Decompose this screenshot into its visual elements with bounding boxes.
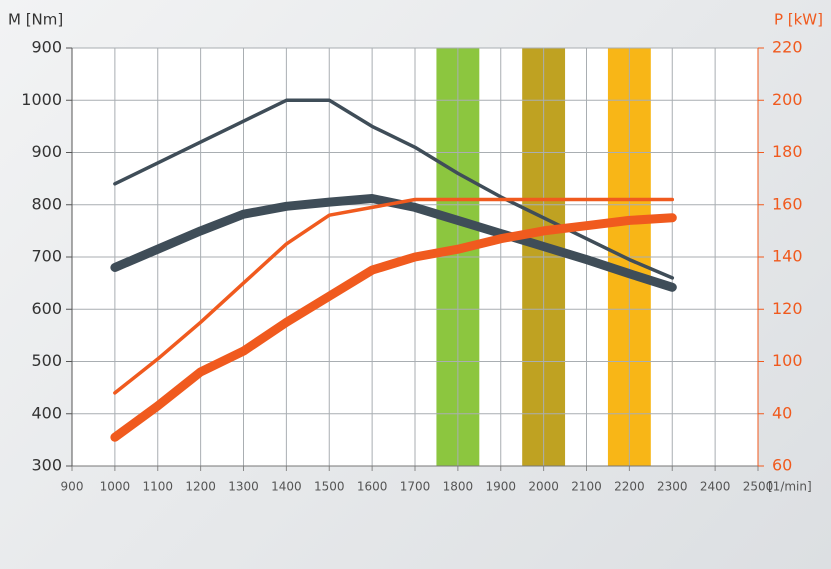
x-tick-label: 1500 [314,480,345,494]
x-tick-label: 2300 [657,480,688,494]
y-tick-label: 300 [31,456,62,475]
line-series [110,213,677,442]
x-tick-label: 2500 [743,480,774,494]
x-tick-label: 2000 [528,480,559,494]
x-tick-label: 1100 [142,480,173,494]
y2-tick-label: 60 [772,456,792,475]
y-tick-label: 800 [31,194,62,213]
x-tick-label: 2100 [571,480,602,494]
y-tick-label: 900 [31,38,62,57]
y2-axis-title: P [kW] [774,11,823,29]
x-tick-label: 1300 [228,480,259,494]
y2-tick-label: 220 [772,38,803,57]
x-tick-label: 2200 [614,480,645,494]
y2-tick-label: 200 [772,90,803,109]
x-axis-title: [1/min] [768,480,812,494]
y2-tick-label: 160 [772,194,803,213]
y-tick-label: 1000 [21,90,62,109]
y2-tick-label: 40 [772,403,792,422]
x-tick-label: 1200 [185,480,216,494]
y-tick-label: 700 [31,247,62,266]
x-tick-label: 1400 [271,480,302,494]
x-tick-label: 1800 [443,480,474,494]
y2-tick-label: 100 [772,351,803,370]
line-series [113,197,675,395]
y-tick-label: 500 [31,351,62,370]
y2-tick-label: 140 [772,247,803,266]
x-tick-label: 900 [61,480,84,494]
y-tick-label: 900 [31,142,62,161]
x-tick-label: 1000 [100,480,131,494]
x-tick-label: 1900 [485,480,516,494]
y-axis-title: M [Nm] [8,11,63,29]
y-tick-label: 400 [31,403,62,422]
y2-tick-label: 180 [772,142,803,161]
y-tick-label: 600 [31,299,62,318]
line-series [113,98,675,280]
x-tick-label: 2400 [700,480,731,494]
y2-tick-label: 120 [772,299,803,318]
x-tick-label: 1600 [357,480,388,494]
x-tick-label: 1700 [400,480,431,494]
